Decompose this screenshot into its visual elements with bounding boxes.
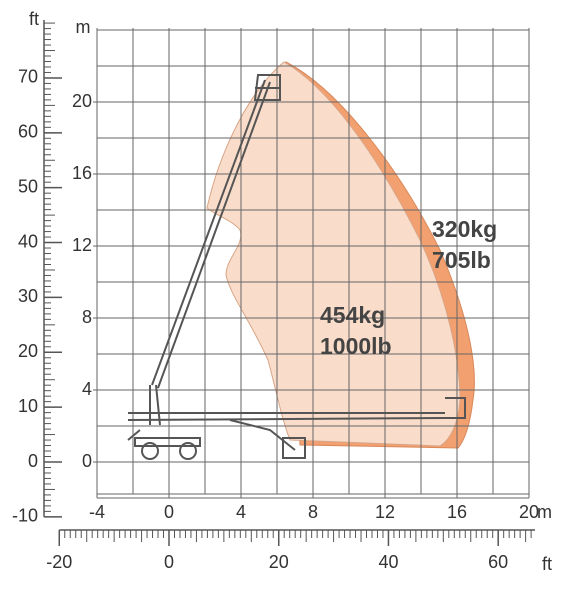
ft-y-tick-label: 10 [18, 396, 38, 416]
x-tick-label: 8 [308, 502, 318, 522]
ft-y-tick-label: 50 [18, 176, 38, 196]
ft-x-tick-label: 0 [164, 552, 174, 572]
ft-x-tick-label: -20 [46, 552, 72, 572]
ft-y-tick-label: 20 [18, 341, 38, 361]
grid [96, 28, 530, 499]
capacity-kg: 320kg [432, 216, 497, 242]
y-tick-label: 8 [82, 307, 92, 327]
x-tick-label: 20 [519, 502, 539, 522]
ft-y-unit: ft [29, 9, 39, 29]
capacity-kg: 454kg [320, 302, 385, 328]
ft-x-tick-label: 40 [378, 552, 398, 572]
x-tick-label: 16 [447, 502, 467, 522]
ft-x-tick-label: 60 [488, 552, 508, 572]
ft-y-tick-label: 0 [28, 451, 38, 471]
x-tick-label: -4 [89, 502, 105, 522]
ft-y-tick-label: 60 [18, 122, 38, 142]
y-tick-label: 12 [72, 235, 92, 255]
ft-y-tick-label: 70 [18, 67, 38, 87]
ft-x-unit: ft [542, 554, 552, 574]
ft-y-tick-label: 30 [18, 286, 38, 306]
x-unit: m [537, 502, 552, 522]
y-unit: m [76, 17, 91, 37]
y-tick-label: 0 [82, 451, 92, 471]
y-tick-label: 16 [72, 163, 92, 183]
ft-x-tick-label: 20 [269, 552, 289, 572]
x-tick-label: 4 [236, 502, 246, 522]
ft-y-tick-label: -10 [12, 506, 38, 526]
x-tick-label: 0 [164, 502, 174, 522]
capacity-lb: 1000lb [320, 333, 392, 359]
machine [127, 74, 466, 460]
y-tick-label: 20 [72, 91, 92, 111]
ft-y-tick-label: 40 [18, 231, 38, 251]
x-tick-label: 12 [375, 502, 395, 522]
y-tick-label: 4 [82, 379, 92, 399]
inner-envelope [206, 61, 461, 447]
capacity-lb: 705lb [432, 247, 491, 273]
